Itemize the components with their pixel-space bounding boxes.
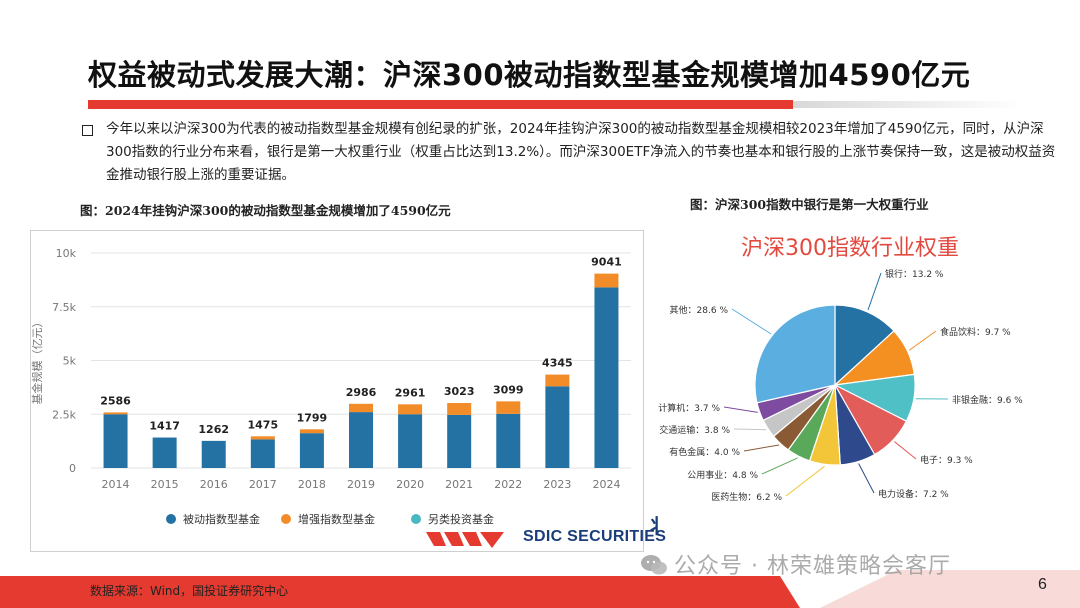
x-tick-label: 2023: [543, 478, 571, 491]
wechat-icon: [641, 555, 667, 575]
bar-segment: [545, 374, 570, 387]
y-tick-label: 10k: [56, 247, 77, 260]
legend-marker: [166, 514, 176, 524]
x-tick-label: 2019: [347, 478, 375, 491]
bar-total-label: 2961: [395, 386, 426, 399]
x-tick-label: 2014: [102, 478, 130, 491]
pie-slice-label: 银行：13.2 %: [885, 268, 944, 280]
pie-leader-line: [785, 465, 825, 497]
bar-segment: [152, 437, 177, 468]
pie-slice: [754, 304, 836, 404]
bar-segment: [398, 414, 423, 468]
pie-slice-label: 计算机：3.7 %: [658, 402, 720, 414]
pie-leader-line: [908, 330, 937, 351]
pie-slice-label: 公用事业：4.8 %: [687, 469, 758, 481]
pie-slice-label: 有色金属：4.0 %: [669, 446, 740, 458]
bar-segment: [349, 412, 373, 468]
x-tick-label: 2016: [200, 478, 228, 491]
bullet-square-icon: [82, 125, 93, 136]
x-tick-label: 2024: [592, 478, 620, 491]
pie-slice-label: 交通运输：3.8 %: [659, 424, 730, 436]
y-tick-label: 7.5k: [52, 301, 76, 314]
pie-title: 沪深300指数行业权重: [741, 236, 959, 261]
legend-label: 被动指数型基金: [183, 512, 260, 526]
pie-slice-label: 其他：28.6 %: [670, 304, 729, 316]
bar-total-label: 1262: [198, 423, 229, 436]
pie-slice-label: 电子：9.3 %: [920, 454, 973, 466]
bar-segment: [545, 386, 570, 468]
pie-slice: [834, 304, 895, 387]
bar-chart-caption: 图：2024年挂钩沪深300的被动指数型基金规模增加了4590亿元: [80, 203, 451, 218]
bar-segment: [594, 273, 619, 288]
pie-slice-label: 电力设备：7.2 %: [878, 488, 949, 500]
pie-slice-label: 非银金融：9.6 %: [952, 394, 1023, 406]
x-tick-label: 2017: [249, 478, 277, 491]
bar-segment: [496, 413, 521, 468]
x-tick-label: 2020: [396, 478, 424, 491]
x-tick-label: 2018: [298, 478, 326, 491]
pie-leader-line: [743, 444, 780, 452]
bar-total-label: 2986: [346, 386, 377, 399]
sdic-logo: SDIC SECURITIES ⺦: [420, 510, 670, 550]
bar-segment: [299, 429, 324, 434]
page-number: 6: [1038, 576, 1047, 593]
pie-chart-caption: 图：沪深300指数中银行是第一大权重行业: [690, 197, 929, 212]
footer-band: [0, 570, 1080, 608]
bar-segment: [496, 401, 521, 414]
pie-leader-line: [894, 441, 917, 460]
data-source: 数据来源：Wind，国投证券研究中心: [90, 584, 289, 598]
bar-total-label: 2586: [100, 394, 131, 407]
y-tick-label: 5k: [63, 355, 77, 368]
pie-leader-line: [723, 406, 758, 413]
bar-segment: [398, 404, 423, 415]
pie-slice-label: 食品饮料：9.7 %: [940, 326, 1011, 338]
pie-leader-line: [858, 463, 875, 494]
watermark-text: 公众号 · 林荣雄策略会客厅: [674, 554, 951, 579]
slide-title: 权益被动式发展大潮：沪深300被动指数型基金规模增加4590亿元: [88, 58, 971, 92]
bar-chart-panel: 0 2.5k 5k 7.5k 10k 基金规模（亿元） 2586 2014 1417 2015 12…: [30, 230, 644, 552]
bar-segment: [594, 287, 619, 468]
bar-segment: [349, 403, 373, 413]
bar-total-label: 1799: [297, 411, 328, 424]
logo-mark-icon: ⺦: [646, 514, 666, 538]
bar-total-label: 3023: [444, 385, 475, 398]
bar-segment: [250, 436, 275, 440]
bar-total-label: 9041: [591, 256, 622, 269]
logo-text: SDIC SECURITIES: [523, 528, 667, 545]
pie-leader-line: [867, 272, 882, 311]
bar-segment: [103, 412, 128, 415]
pie-leader-line: [731, 308, 772, 335]
pie-leader-line: [733, 428, 767, 431]
bullet-paragraph: 今年以来以沪深300为代表的被动指数型基金规模有创纪录的扩张，2024年挂钩沪深…: [106, 121, 1056, 183]
bar-segment: [447, 414, 472, 468]
bar-segment: [447, 403, 472, 415]
x-tick-label: 2021: [445, 478, 473, 491]
title-underline-red: [88, 100, 793, 109]
y-axis-label: 基金规模（亿元）: [31, 317, 44, 405]
pie-slice-label: 医药生物：6.2 %: [711, 491, 782, 503]
legend-label: 另类投资基金: [428, 512, 494, 526]
bar-segment: [250, 439, 275, 468]
bar-segment: [299, 433, 324, 468]
y-tick-label: 0: [69, 462, 76, 475]
bar-segment: [201, 440, 226, 468]
pie-leader-line: [761, 457, 798, 475]
legend-marker: [411, 514, 421, 524]
x-tick-label: 2022: [494, 478, 522, 491]
title-underline-grey: [793, 101, 1023, 108]
y-tick-label: 2.5k: [52, 408, 76, 421]
bar-segment: [103, 414, 128, 468]
bar-total-label: 1417: [149, 420, 180, 433]
logo-stripes-icon: [426, 532, 504, 548]
bar-total-label: 4345: [542, 357, 573, 370]
legend-marker: [281, 514, 291, 524]
bar-total-label: 3099: [493, 383, 524, 396]
bar-chart: 0 2.5k 5k 7.5k 10k 基金规模（亿元） 2586 2014 1417 2015 12…: [31, 247, 631, 526]
x-tick-label: 2015: [151, 478, 179, 491]
bar-total-label: 1475: [248, 418, 279, 431]
legend-label: 增强指数型基金: [298, 512, 375, 526]
